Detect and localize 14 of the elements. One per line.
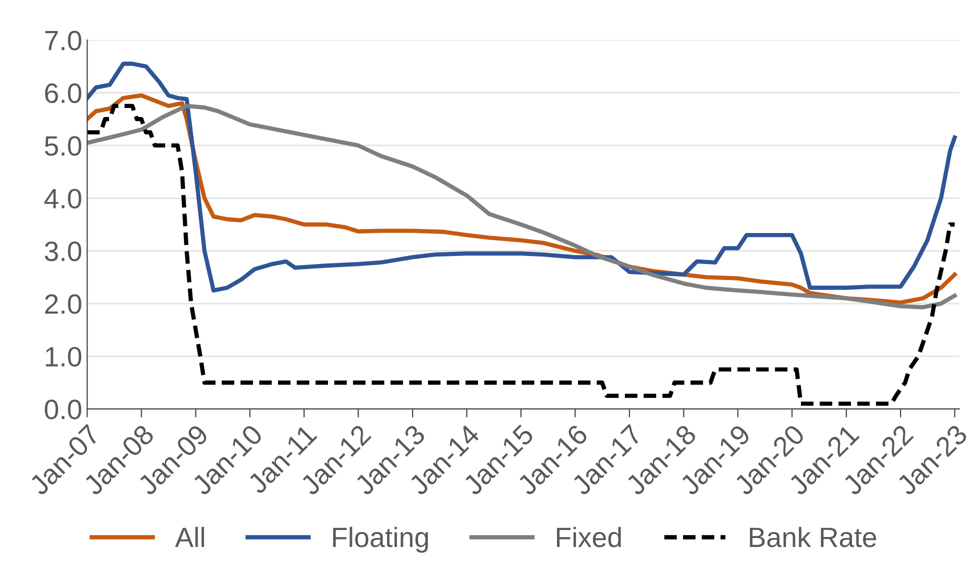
legend-label: Fixed [556, 526, 621, 548]
y-tick-label: 3.0 [44, 242, 82, 262]
legend-label: Floating [333, 526, 428, 553]
legend-label: Bank Rate [750, 526, 876, 548]
y-tick-label: 2.0 [45, 294, 82, 314]
line-series [87, 62, 957, 292]
legend-label: All [175, 526, 204, 547]
y-tick-label: 7.0 [45, 30, 82, 50]
y-tick-label: 5.0 [44, 136, 82, 156]
y-tick-label: 1.0 [46, 346, 82, 367]
y-tick-label: 4.0 [44, 188, 82, 208]
y-tick-label: 0.0 [44, 400, 82, 420]
line-series [87, 104, 957, 406]
y-tick-label: 6.0 [45, 83, 82, 104]
